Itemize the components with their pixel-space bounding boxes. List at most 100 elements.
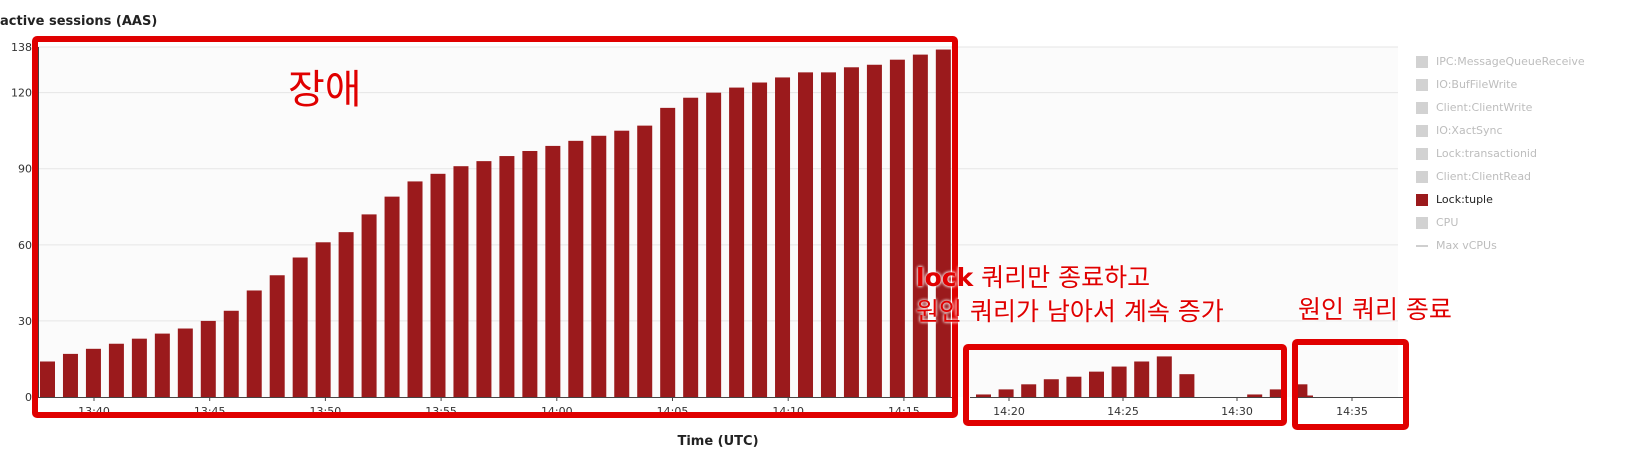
- x-tick-label: 14:30: [1221, 405, 1253, 418]
- bar: [1066, 376, 1082, 397]
- legend-item[interactable]: Max vCPUs: [1416, 234, 1585, 257]
- lock-word: lock: [916, 263, 974, 292]
- legend-swatch: [1416, 101, 1428, 114]
- bars: [40, 49, 1313, 398]
- bar: [476, 161, 492, 397]
- legend-swatch: [1416, 216, 1428, 229]
- bar: [154, 333, 170, 397]
- bar: [1089, 371, 1104, 397]
- legend-item[interactable]: Client:ClientRead: [1416, 165, 1585, 188]
- bar: [660, 107, 676, 397]
- bar: [775, 77, 791, 397]
- y-tick-label: 30: [18, 315, 32, 328]
- bar: [62, 353, 78, 397]
- bar: [614, 130, 630, 397]
- legend-swatch: [1416, 147, 1428, 160]
- legend-swatch: [1416, 244, 1428, 247]
- bar: [1156, 356, 1172, 397]
- bar: [1247, 394, 1263, 397]
- cause-ended-highlight-box: [1292, 339, 1409, 430]
- legend-item[interactable]: IO:BufFileWrite: [1416, 73, 1585, 96]
- y-tick-labels: 0 30 60 90 120 138: [11, 41, 32, 404]
- bar: [200, 320, 216, 397]
- bar: [843, 67, 859, 397]
- bar: [177, 328, 193, 397]
- cause-remains-annotation: 원인 쿼리가 남아서 계속 증가: [916, 297, 1224, 326]
- bar: [430, 173, 446, 397]
- bar: [706, 92, 722, 398]
- bar: [866, 64, 882, 397]
- y-tick-label: 120: [11, 87, 32, 100]
- legend: IPC:MessageQueueReceive IO:BufFileWrite Cl…: [1416, 50, 1585, 257]
- y-tick-label: 0: [25, 391, 32, 404]
- bar: [223, 310, 239, 397]
- outage-highlight-box: [32, 36, 958, 418]
- legend-label: IO:BufFileWrite: [1436, 78, 1518, 91]
- bar: [637, 125, 653, 397]
- bar: [1021, 384, 1037, 397]
- bar: [912, 54, 928, 397]
- bar: [568, 140, 584, 397]
- legend-label: Max vCPUs: [1436, 239, 1497, 252]
- bar: [499, 156, 515, 397]
- legend-item[interactable]: CPU: [1416, 211, 1585, 234]
- bar: [591, 135, 607, 397]
- outage-annotation: 장애: [288, 67, 362, 113]
- bar: [269, 275, 285, 397]
- bar: [998, 389, 1014, 397]
- lock-kill-text: 쿼리만 종료하고: [973, 263, 1151, 292]
- x-axis-title: Time (UTC): [677, 434, 758, 449]
- bar: [40, 361, 55, 397]
- legend-label: Client:ClientWrite: [1436, 101, 1533, 114]
- y-tick-label: 138: [11, 41, 32, 54]
- bar: [683, 97, 699, 397]
- bar: [384, 196, 400, 397]
- bar: [1179, 374, 1195, 397]
- y-tick-label: 60: [18, 239, 32, 252]
- bar: [729, 87, 745, 397]
- bar: [85, 348, 101, 397]
- legend-swatch: [1416, 170, 1428, 183]
- bar: [798, 72, 814, 398]
- legend-label: Lock:tuple: [1436, 193, 1493, 206]
- bar: [315, 242, 331, 397]
- legend-label: Lock:transactionid: [1436, 147, 1537, 160]
- legend-item[interactable]: Lock:transactionid: [1416, 142, 1585, 165]
- legend-swatch: [1416, 55, 1428, 68]
- x-tick-label: 14:25: [1107, 405, 1139, 418]
- legend-label: IPC:MessageQueueReceive: [1436, 55, 1585, 68]
- bar: [1134, 361, 1150, 397]
- bar: [246, 290, 262, 397]
- bar: [545, 145, 561, 397]
- lock-kill-annotation: lock 쿼리만 종료하고: [916, 258, 1150, 294]
- legend-label: IO:XactSync: [1436, 124, 1503, 137]
- bar: [131, 338, 147, 397]
- bar: [338, 232, 354, 397]
- legend-item[interactable]: Lock:tuple: [1416, 188, 1585, 211]
- bar: [108, 343, 124, 397]
- bar: [522, 150, 538, 397]
- legend-item[interactable]: Client:ClientWrite: [1416, 96, 1585, 119]
- bar: [976, 394, 991, 397]
- x-tick-label: 14:20: [993, 405, 1025, 418]
- bar: [820, 72, 836, 398]
- bar: [935, 49, 951, 398]
- x-tick-label: 14:35: [1336, 405, 1368, 418]
- bar: [1269, 389, 1285, 397]
- bar: [1301, 395, 1313, 397]
- legend-swatch: [1416, 78, 1428, 91]
- y-axis-title: active sessions (AAS): [0, 14, 157, 29]
- bar: [889, 59, 905, 398]
- bar: [453, 166, 469, 397]
- legend-item[interactable]: IO:XactSync: [1416, 119, 1585, 142]
- legend-label: CPU: [1436, 216, 1459, 229]
- legend-swatch: [1416, 124, 1428, 137]
- lock-kill-highlight-box: [963, 344, 1287, 426]
- legend-item[interactable]: IPC:MessageQueueReceive: [1416, 50, 1585, 73]
- legend-swatch: [1416, 193, 1428, 206]
- bar: [292, 257, 308, 397]
- cause-ended-annotation: 원인 쿼리 종료: [1298, 295, 1452, 324]
- bar: [407, 181, 423, 397]
- bar: [1043, 379, 1059, 397]
